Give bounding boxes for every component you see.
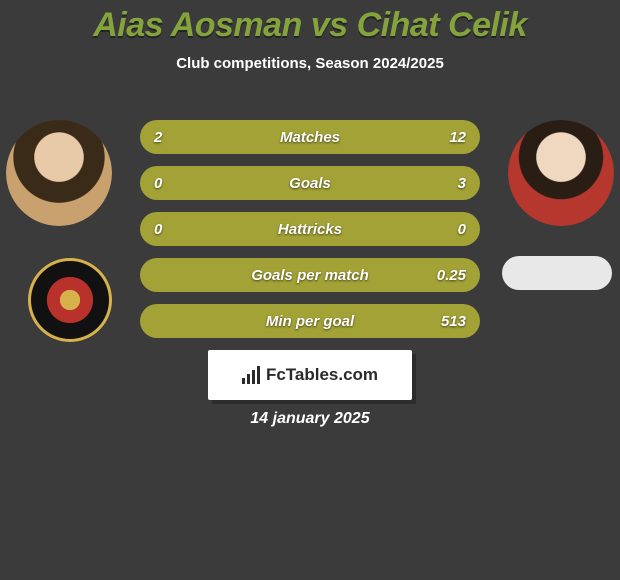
title-player1: Aias Aosman (93, 6, 302, 44)
date-label: 14 january 2025 (0, 410, 620, 428)
stat-row-hattricks: 0 Hattricks 0 (140, 212, 480, 246)
player-left-avatar (6, 120, 112, 226)
player-right-avatar (508, 120, 614, 226)
stat-row-min-per-goal: Min per goal 513 (140, 304, 480, 338)
club-right-oval (502, 256, 612, 290)
club-crest-icon (43, 273, 97, 327)
stat-label: Goals (140, 175, 480, 192)
stat-label: Min per goal (140, 313, 480, 330)
bar-chart-icon (242, 366, 260, 384)
club-left-logo (28, 258, 112, 342)
stat-row-goals: 0 Goals 3 (140, 166, 480, 200)
stat-row-goals-per-match: Goals per match 0.25 (140, 258, 480, 292)
stat-label: Matches (140, 129, 480, 146)
page-title: Aias Aosman vs Cihat Celik (0, 6, 620, 45)
header: Aias Aosman vs Cihat Celik Club competit… (0, 0, 620, 72)
title-player2: Cihat Celik (357, 6, 527, 44)
watermark-text: FcTables.com (266, 365, 378, 385)
watermark-badge: FcTables.com (208, 350, 412, 400)
player-photo-icon (508, 120, 614, 226)
subtitle: Club competitions, Season 2024/2025 (0, 55, 620, 72)
stat-label: Hattricks (140, 221, 480, 238)
stat-label: Goals per match (140, 267, 480, 284)
stats-panel: 2 Matches 12 0 Goals 3 0 Hattricks 0 Goa… (140, 120, 480, 350)
stat-row-matches: 2 Matches 12 (140, 120, 480, 154)
player-photo-icon (6, 120, 112, 226)
title-vs: vs (311, 6, 348, 44)
